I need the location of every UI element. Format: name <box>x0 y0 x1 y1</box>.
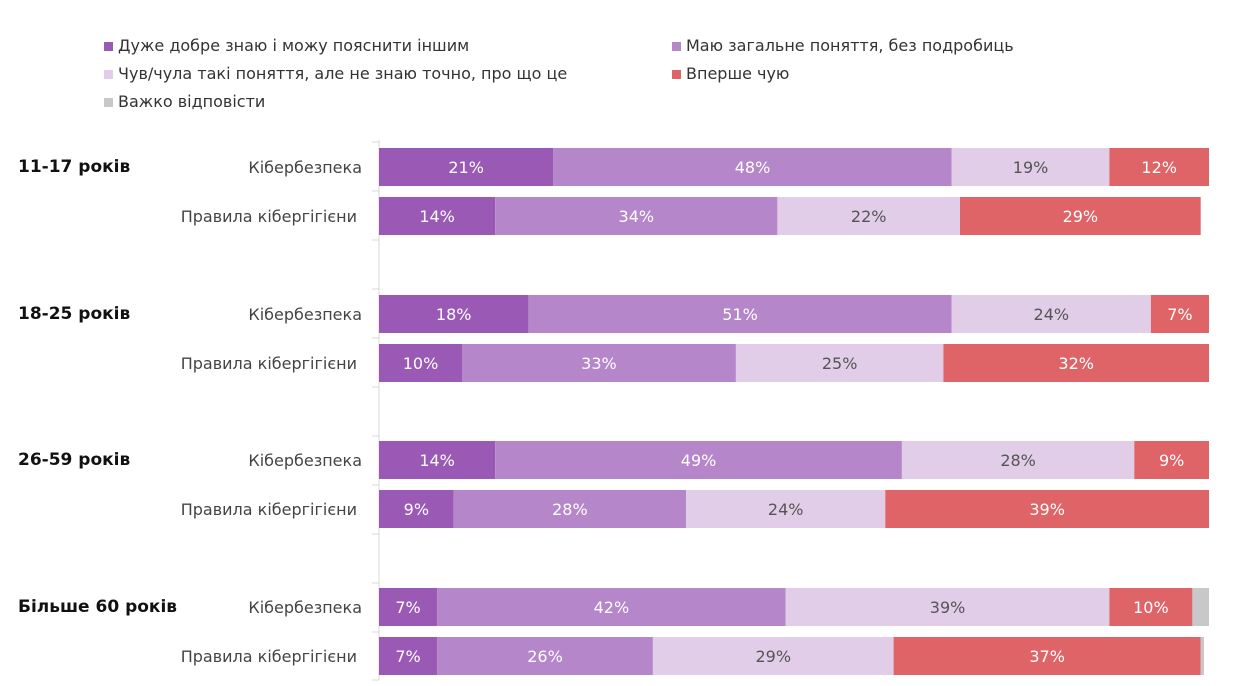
bars: 21% 48% 19% 12% 14% 34% 22% 29% 18% 51% 24% 7% 10% 33… <box>379 148 1209 675</box>
bar-segment <box>379 637 438 675</box>
bar-segment <box>437 588 786 626</box>
bar-segment <box>437 637 653 675</box>
data-label: 33% <box>581 354 617 373</box>
legend-swatch <box>672 42 681 51</box>
bar-segment <box>495 441 902 479</box>
legend-label: Дуже добре знаю і можу пояснити іншим <box>118 36 469 55</box>
bar-segment <box>379 588 438 626</box>
age-group-label: 26-59 років <box>18 450 131 470</box>
age-group-label: 18-25 років <box>18 304 131 324</box>
row-label: Правила кібергігієни <box>181 354 357 373</box>
legend-label: Вперше чую <box>686 64 789 83</box>
bar-segment <box>901 441 1135 479</box>
data-label: 12% <box>1141 158 1177 177</box>
data-label: 22% <box>851 207 887 226</box>
bar-segment <box>785 588 1110 626</box>
data-label: 39% <box>1029 500 1065 519</box>
data-label: 28% <box>552 500 588 519</box>
legend-label: Чув/чула такі поняття, але не знаю точно… <box>118 64 567 83</box>
data-label: 21% <box>448 158 484 177</box>
bar-segment <box>553 148 952 186</box>
data-label: 7% <box>395 598 420 617</box>
legend-swatch <box>672 70 681 79</box>
category-axis <box>372 140 380 681</box>
age-group-label: Більше 60 років <box>18 597 177 617</box>
bar-segment <box>885 490 1209 528</box>
data-label: 24% <box>1034 305 1070 324</box>
legend-swatch <box>104 98 113 107</box>
bar-segment <box>960 197 1201 235</box>
legend-swatch <box>104 70 113 79</box>
row-label: Кібербезпека <box>248 305 362 324</box>
data-label: 7% <box>395 647 420 666</box>
data-label: 14% <box>419 207 455 226</box>
bar-segment <box>379 148 554 186</box>
bar-segment <box>379 197 496 235</box>
data-label: 24% <box>768 500 804 519</box>
data-label: 25% <box>822 354 858 373</box>
row-label: Кібербезпека <box>248 158 362 177</box>
data-label: 32% <box>1058 354 1094 373</box>
bar-segment <box>893 637 1201 675</box>
bar-segment <box>943 344 1209 382</box>
bar-segment <box>686 490 886 528</box>
legend-item: Важко відповісти <box>104 92 265 111</box>
legend-label: Маю загальне поняття, без подробиць <box>686 36 1014 55</box>
bar-segment <box>1192 588 1209 626</box>
bar-segment <box>1134 441 1209 479</box>
data-label: 39% <box>930 598 966 617</box>
data-label: 29% <box>1063 207 1099 226</box>
legend-item: Маю загальне поняття, без подробиць <box>672 36 1014 55</box>
bar-segment <box>777 197 960 235</box>
bar-segment <box>1109 148 1209 186</box>
legend-item: Дуже добре знаю і можу пояснити іншим <box>104 36 469 55</box>
legend-item: Чув/чула такі поняття, але не знаю точно… <box>104 64 567 83</box>
data-label: 34% <box>619 207 655 226</box>
bar-segment <box>462 344 736 382</box>
chart-legend: Дуже добре знаю і можу пояснити іншим Маю… <box>104 36 1014 111</box>
data-label: 48% <box>735 158 771 177</box>
bar-segment <box>652 637 894 675</box>
bar-segment <box>379 295 529 333</box>
data-label: 51% <box>722 305 758 324</box>
legend-item: Вперше чую <box>672 64 789 83</box>
row-label: Правила кібергігієни <box>181 647 357 666</box>
data-label: 18% <box>436 305 472 324</box>
bar-segment <box>495 197 778 235</box>
row-label: Правила кібергігієни <box>181 207 357 226</box>
bar-segment <box>379 344 462 382</box>
data-label: 49% <box>681 451 717 470</box>
data-label: 28% <box>1000 451 1036 470</box>
bar-segment <box>379 441 496 479</box>
data-label: 26% <box>527 647 563 666</box>
data-label: 19% <box>1013 158 1049 177</box>
data-label: 10% <box>1133 598 1169 617</box>
data-label: 10% <box>403 354 439 373</box>
bar-segment <box>528 295 952 333</box>
legend-swatch <box>104 42 113 51</box>
category-labels: 11-17 років Кібербезпека Правила кібергігі… <box>18 157 362 666</box>
row-label: Кібербезпека <box>248 598 362 617</box>
row-label: Правила кібергігієни <box>181 500 357 519</box>
bar-segment <box>1150 295 1209 333</box>
age-group-label: 11-17 років <box>18 157 131 177</box>
bar-segment <box>1200 637 1205 675</box>
data-label: 37% <box>1029 647 1065 666</box>
bar-segment <box>379 490 454 528</box>
data-label: 7% <box>1167 305 1192 324</box>
bar-segment <box>951 148 1110 186</box>
data-label: 9% <box>1159 451 1184 470</box>
row-label: Кібербезпека <box>248 451 362 470</box>
legend-label: Важко відповісти <box>118 92 265 111</box>
bar-segment <box>1109 588 1193 626</box>
bar-segment <box>951 295 1151 333</box>
data-label: 14% <box>419 451 455 470</box>
bar-segment <box>735 344 944 382</box>
bar-segment <box>453 490 687 528</box>
data-label: 9% <box>404 500 429 519</box>
data-label: 42% <box>594 598 630 617</box>
data-label: 29% <box>755 647 791 666</box>
